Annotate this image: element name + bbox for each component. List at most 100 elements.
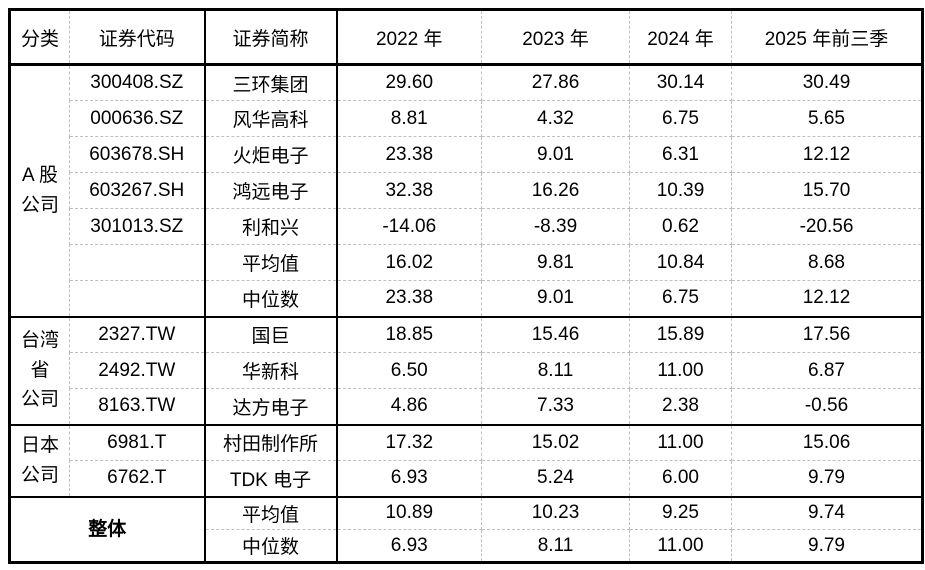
value-cell: 9.79 (731, 460, 923, 498)
table-row: 台湾省公司 2327.TW 国巨 18.85 15.46 15.89 17.56 (9, 316, 923, 426)
value-cell: 18.85 (335, 316, 482, 353)
security-name-cell: 平均值 (203, 496, 337, 530)
value-cell: 6.87 (731, 352, 923, 389)
value-cell: 32.38 (335, 172, 482, 209)
category-line: 日本 (20, 435, 59, 457)
table-row: 中位数 6.93 8.11 11.00 9.79 (10, 529, 923, 564)
value-cell: 17.56 (731, 316, 923, 353)
value-cell: 11.00 (629, 424, 732, 461)
security-name-cell: 利和兴 (203, 208, 337, 245)
column-header-2: 证券简称 (203, 9, 337, 66)
category-line: A 股 (22, 165, 58, 187)
column-header-1: 证券代码 (69, 9, 205, 66)
security-name-cell: 风华高科 (203, 100, 337, 137)
value-cell: -14.06 (335, 208, 482, 245)
security-code-cell: 603678.SH (69, 136, 205, 173)
column-header-3: 2022 年 (335, 9, 482, 66)
value-cell: 8.68 (731, 244, 923, 281)
value-cell: 10.89 (335, 496, 482, 530)
column-header-6: 2025 年前三季 (731, 9, 923, 66)
security-code-cell: 2492.TW (69, 352, 205, 389)
category-line: 公司 (20, 389, 59, 411)
category-cell: 整体 (9, 496, 205, 564)
value-cell: 9.81 (481, 244, 630, 281)
table-row: A 股公司 300408.SZ 三环集团 29.60 27.86 30.14 30.49 (9, 64, 923, 318)
security-name-cell: 三环集团 (203, 64, 337, 101)
value-cell: 12.12 (731, 136, 923, 173)
value-cell: 9.01 (481, 136, 630, 173)
column-header-5: 2024 年 (629, 9, 732, 66)
value-cell: 11.00 (629, 352, 732, 389)
security-code-cell (69, 244, 205, 281)
value-cell: 30.49 (731, 64, 923, 101)
security-code-cell: 603267.SH (69, 172, 205, 209)
security-name-cell: 鸿远电子 (203, 172, 337, 209)
security-code-cell: 6762.T (69, 460, 205, 498)
value-cell: 15.70 (731, 172, 923, 209)
value-cell: -8.39 (481, 208, 630, 245)
value-cell: 23.38 (335, 280, 482, 318)
value-cell: 10.84 (629, 244, 732, 281)
value-cell: 8.81 (335, 100, 482, 137)
value-cell: 10.39 (629, 172, 732, 209)
value-cell: 5.24 (481, 460, 630, 498)
value-cell: 30.14 (629, 64, 732, 101)
security-code-cell (69, 280, 205, 318)
value-cell: 8.11 (481, 529, 630, 564)
value-cell: 10.23 (481, 496, 630, 530)
security-name-cell: 国巨 (203, 316, 337, 353)
security-code-cell: 2327.TW (69, 316, 205, 353)
header-row: 分类 证券代码 证券简称 2022 年 2023 年 2024 年 2025 年前三季 (9, 9, 923, 66)
value-cell: 6.75 (629, 100, 732, 137)
table-row: 平均值 16.02 9.81 10.84 8.68 (10, 244, 923, 281)
value-cell: 12.12 (731, 280, 923, 318)
table-header: 分类 证券代码 证券简称 2022 年 2023 年 2024 年 2025 年前三季 (9, 9, 923, 66)
value-cell: 15.89 (629, 316, 732, 353)
table-row: 8163.TW 达方电子 4.86 7.33 2.38 -0.56 (10, 388, 923, 426)
value-cell: 7.33 (481, 388, 630, 426)
value-cell: 15.46 (481, 316, 630, 353)
value-cell: 15.02 (481, 424, 630, 461)
value-cell: 5.65 (731, 100, 923, 137)
table-row: 2492.TW 华新科 6.50 8.11 11.00 6.87 (10, 352, 923, 389)
value-cell: 6.31 (629, 136, 732, 173)
table-row: 000636.SZ 风华高科 8.81 4.32 6.75 5.65 (10, 100, 923, 137)
value-cell: 4.32 (481, 100, 630, 137)
category-line: 公司 (20, 194, 59, 216)
security-code-cell: 000636.SZ (69, 100, 205, 137)
security-code-cell: 6981.T (69, 424, 205, 461)
security-code-cell: 301013.SZ (69, 208, 205, 245)
table-row: 603267.SH 鸿远电子 32.38 16.26 10.39 15.70 (10, 172, 923, 209)
column-header-0: 分类 (9, 9, 70, 66)
security-name-cell: 达方电子 (203, 388, 337, 426)
value-cell: 29.60 (335, 64, 482, 101)
value-cell: 6.93 (335, 460, 482, 498)
security-name-cell: 火炬电子 (203, 136, 337, 173)
category-line: 省 (30, 359, 50, 381)
security-name-cell: TDK 电子 (203, 460, 337, 498)
value-cell: 4.86 (335, 388, 482, 426)
value-cell: -20.56 (731, 208, 923, 245)
security-code-cell: 300408.SZ (69, 64, 205, 101)
security-name-cell: 平均值 (203, 244, 337, 281)
table-row: 整体 平均值 10.89 10.23 9.25 9.74 (9, 496, 923, 564)
value-cell: 16.26 (481, 172, 630, 209)
value-cell: 9.79 (731, 529, 923, 564)
category-line: 公司 (20, 464, 59, 486)
value-cell: 9.74 (731, 496, 923, 530)
table-row: 301013.SZ 利和兴 -14.06 -8.39 0.62 -20.56 (10, 208, 923, 245)
value-cell: 9.01 (481, 280, 630, 318)
value-cell: 17.32 (335, 424, 482, 461)
value-cell: 11.00 (629, 529, 732, 564)
table-row: 中位数 23.38 9.01 6.75 12.12 (10, 280, 923, 318)
value-cell: 27.86 (481, 64, 630, 101)
category-line: 台湾 (20, 330, 59, 352)
category-line: 整体 (88, 518, 127, 540)
category-cell: 日本 公司 (9, 424, 70, 498)
financial-table: 分类 证券代码 证券简称 2022 年 2023 年 2024 年 2025 年前三季 A … (8, 8, 924, 564)
table-body: A 股公司 300408.SZ 三环集团 29.60 27.86 30.14 30.49 00… (9, 64, 923, 564)
value-cell: 6.93 (335, 529, 482, 564)
column-header-4: 2023 年 (481, 9, 630, 66)
security-name-cell: 村田制作所 (203, 424, 337, 461)
